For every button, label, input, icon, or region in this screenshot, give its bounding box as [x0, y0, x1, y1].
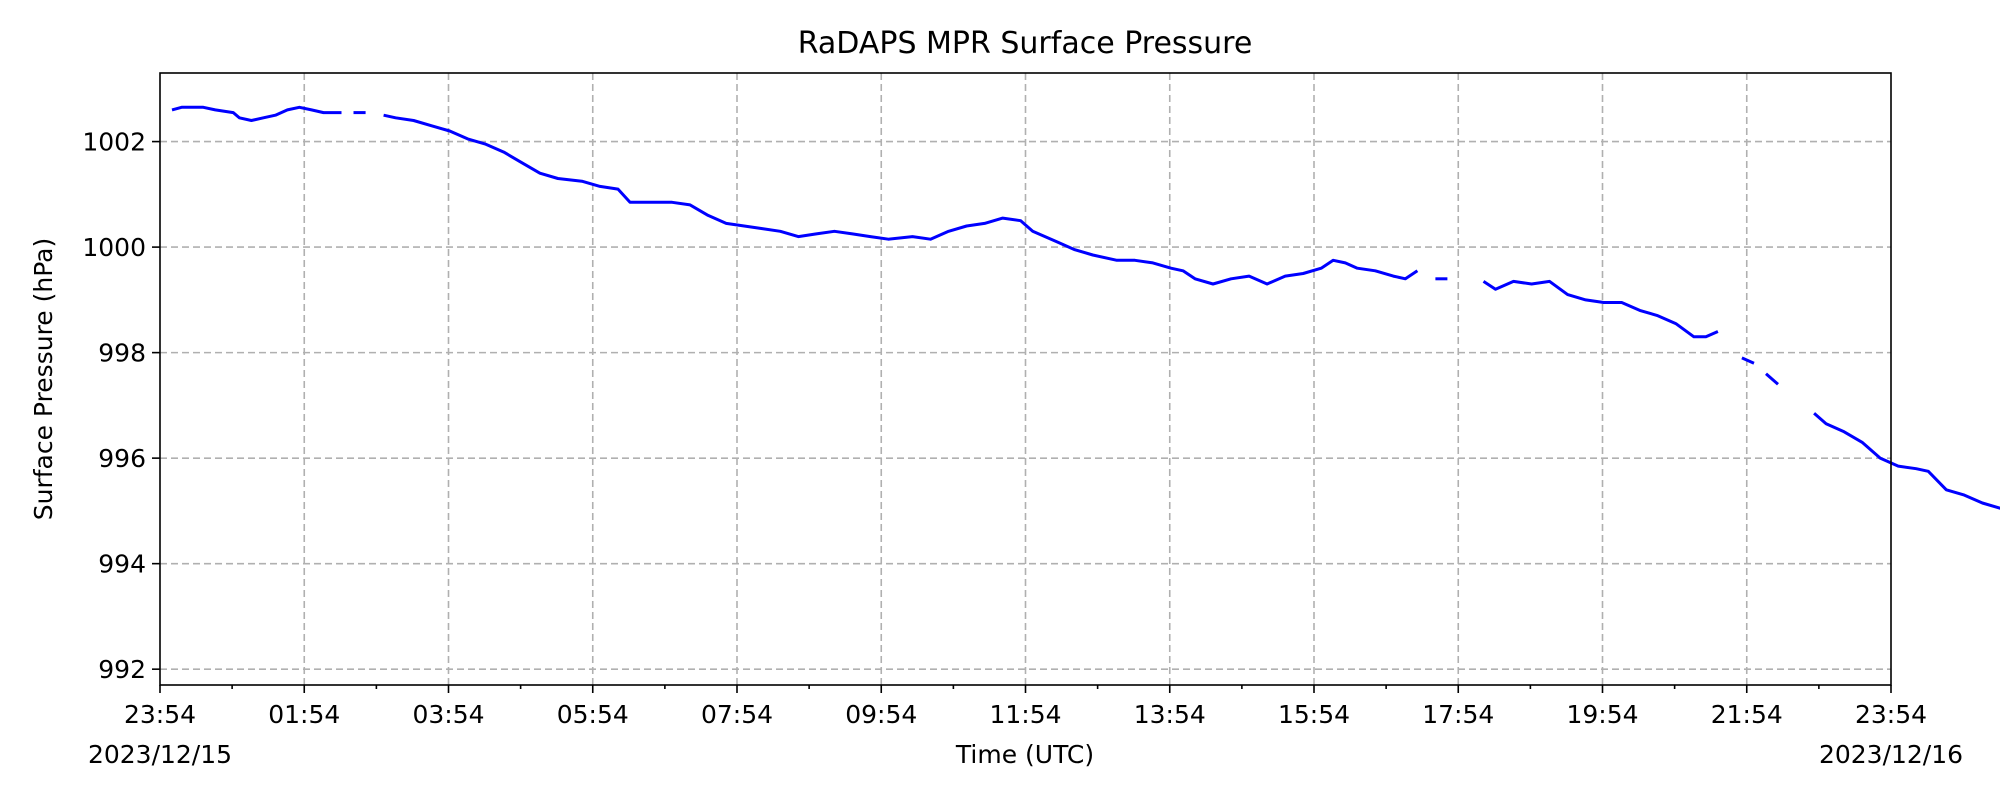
- x-tick-label: 21:54: [1711, 700, 1783, 729]
- x-axis-start-date: 2023/12/15: [88, 740, 232, 769]
- x-tick-label: 23:54: [124, 700, 196, 729]
- x-tick-label: 07:54: [701, 700, 773, 729]
- series-pressure: [171, 105, 2000, 510]
- x-tick-label: 23:54: [1855, 700, 1927, 729]
- y-tick-label: 994: [98, 550, 146, 579]
- y-tick-label: 1002: [82, 128, 146, 157]
- series-line-segment: [1765, 372, 1779, 386]
- x-axis-end-date: 2023/12/16: [1819, 740, 1963, 769]
- series-line-segment: [383, 113, 1419, 286]
- x-tick-label: 03:54: [412, 700, 484, 729]
- x-tick-label: 15:54: [1278, 700, 1350, 729]
- x-tick-label: 11:54: [989, 700, 1061, 729]
- series-line-segment: [1741, 356, 1755, 365]
- chart-title: RaDAPS MPR Surface Pressure: [798, 26, 1253, 61]
- y-tick-label: 992: [98, 655, 146, 684]
- x-tick-label: 19:54: [1566, 700, 1638, 729]
- x-tick-label: 05:54: [557, 700, 629, 729]
- x-tick-label: 17:54: [1422, 700, 1494, 729]
- y-axis: 992 994 996 998 1000 1002: [82, 128, 160, 684]
- y-tick-label: 996: [98, 444, 146, 473]
- x-axis: 23:54 01:54 03:54 05:54 07:54 09:54 11:54 13:54…: [124, 685, 1927, 729]
- series-line-segment: [171, 105, 342, 122]
- series-line-segment: [1813, 412, 2000, 510]
- grid: [160, 73, 1891, 685]
- x-tick-label: 13:54: [1134, 700, 1206, 729]
- series-line-segment: [1482, 279, 1719, 339]
- y-tick-label: 1000: [82, 233, 146, 262]
- x-axis-label: Time (UTC): [955, 740, 1094, 769]
- x-tick-label: 09:54: [845, 700, 917, 729]
- y-tick-label: 998: [98, 339, 146, 368]
- y-axis-label: Surface Pressure (hPa): [29, 238, 58, 521]
- x-tick-label: 01:54: [268, 700, 340, 729]
